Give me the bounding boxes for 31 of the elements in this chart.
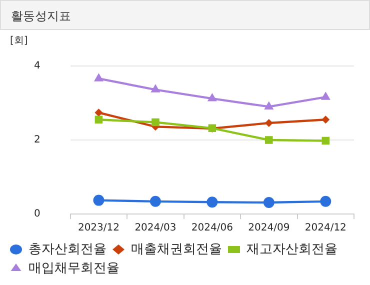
point: [322, 136, 330, 145]
point: [322, 116, 330, 124]
legend-label: 총자산회전율: [28, 242, 106, 257]
x-tick-label: 2024/06: [191, 222, 233, 234]
point: [263, 197, 274, 208]
x-tick-label: 2024/12: [304, 222, 346, 234]
legend-label: 매입채무회전율: [28, 260, 120, 276]
point: [93, 194, 104, 206]
point: [94, 73, 104, 82]
legend-label: 매출채권회전율: [131, 242, 222, 257]
chart-title: 활동성지표: [0, 0, 370, 30]
legend-label: 재고자산회전율: [246, 242, 338, 257]
point: [94, 116, 103, 124]
point: [264, 101, 274, 110]
point: [320, 92, 330, 100]
point: [265, 136, 273, 144]
y-tick-label: 4: [34, 60, 40, 72]
point: [152, 118, 160, 126]
y-axis-title: [회]: [10, 36, 28, 47]
y-tick-label: 2: [34, 134, 40, 146]
point: [207, 93, 217, 102]
point: [264, 118, 273, 127]
point: [150, 84, 160, 92]
x-tick-label: 2024/03: [134, 222, 176, 234]
y-tick-label: 0: [34, 208, 40, 220]
point: [94, 108, 103, 117]
point: [320, 196, 332, 207]
point: [206, 196, 218, 208]
x-tick-label: 2023/12: [78, 222, 120, 234]
point: [150, 196, 161, 207]
x-tick-label: 2024/09: [248, 222, 290, 234]
